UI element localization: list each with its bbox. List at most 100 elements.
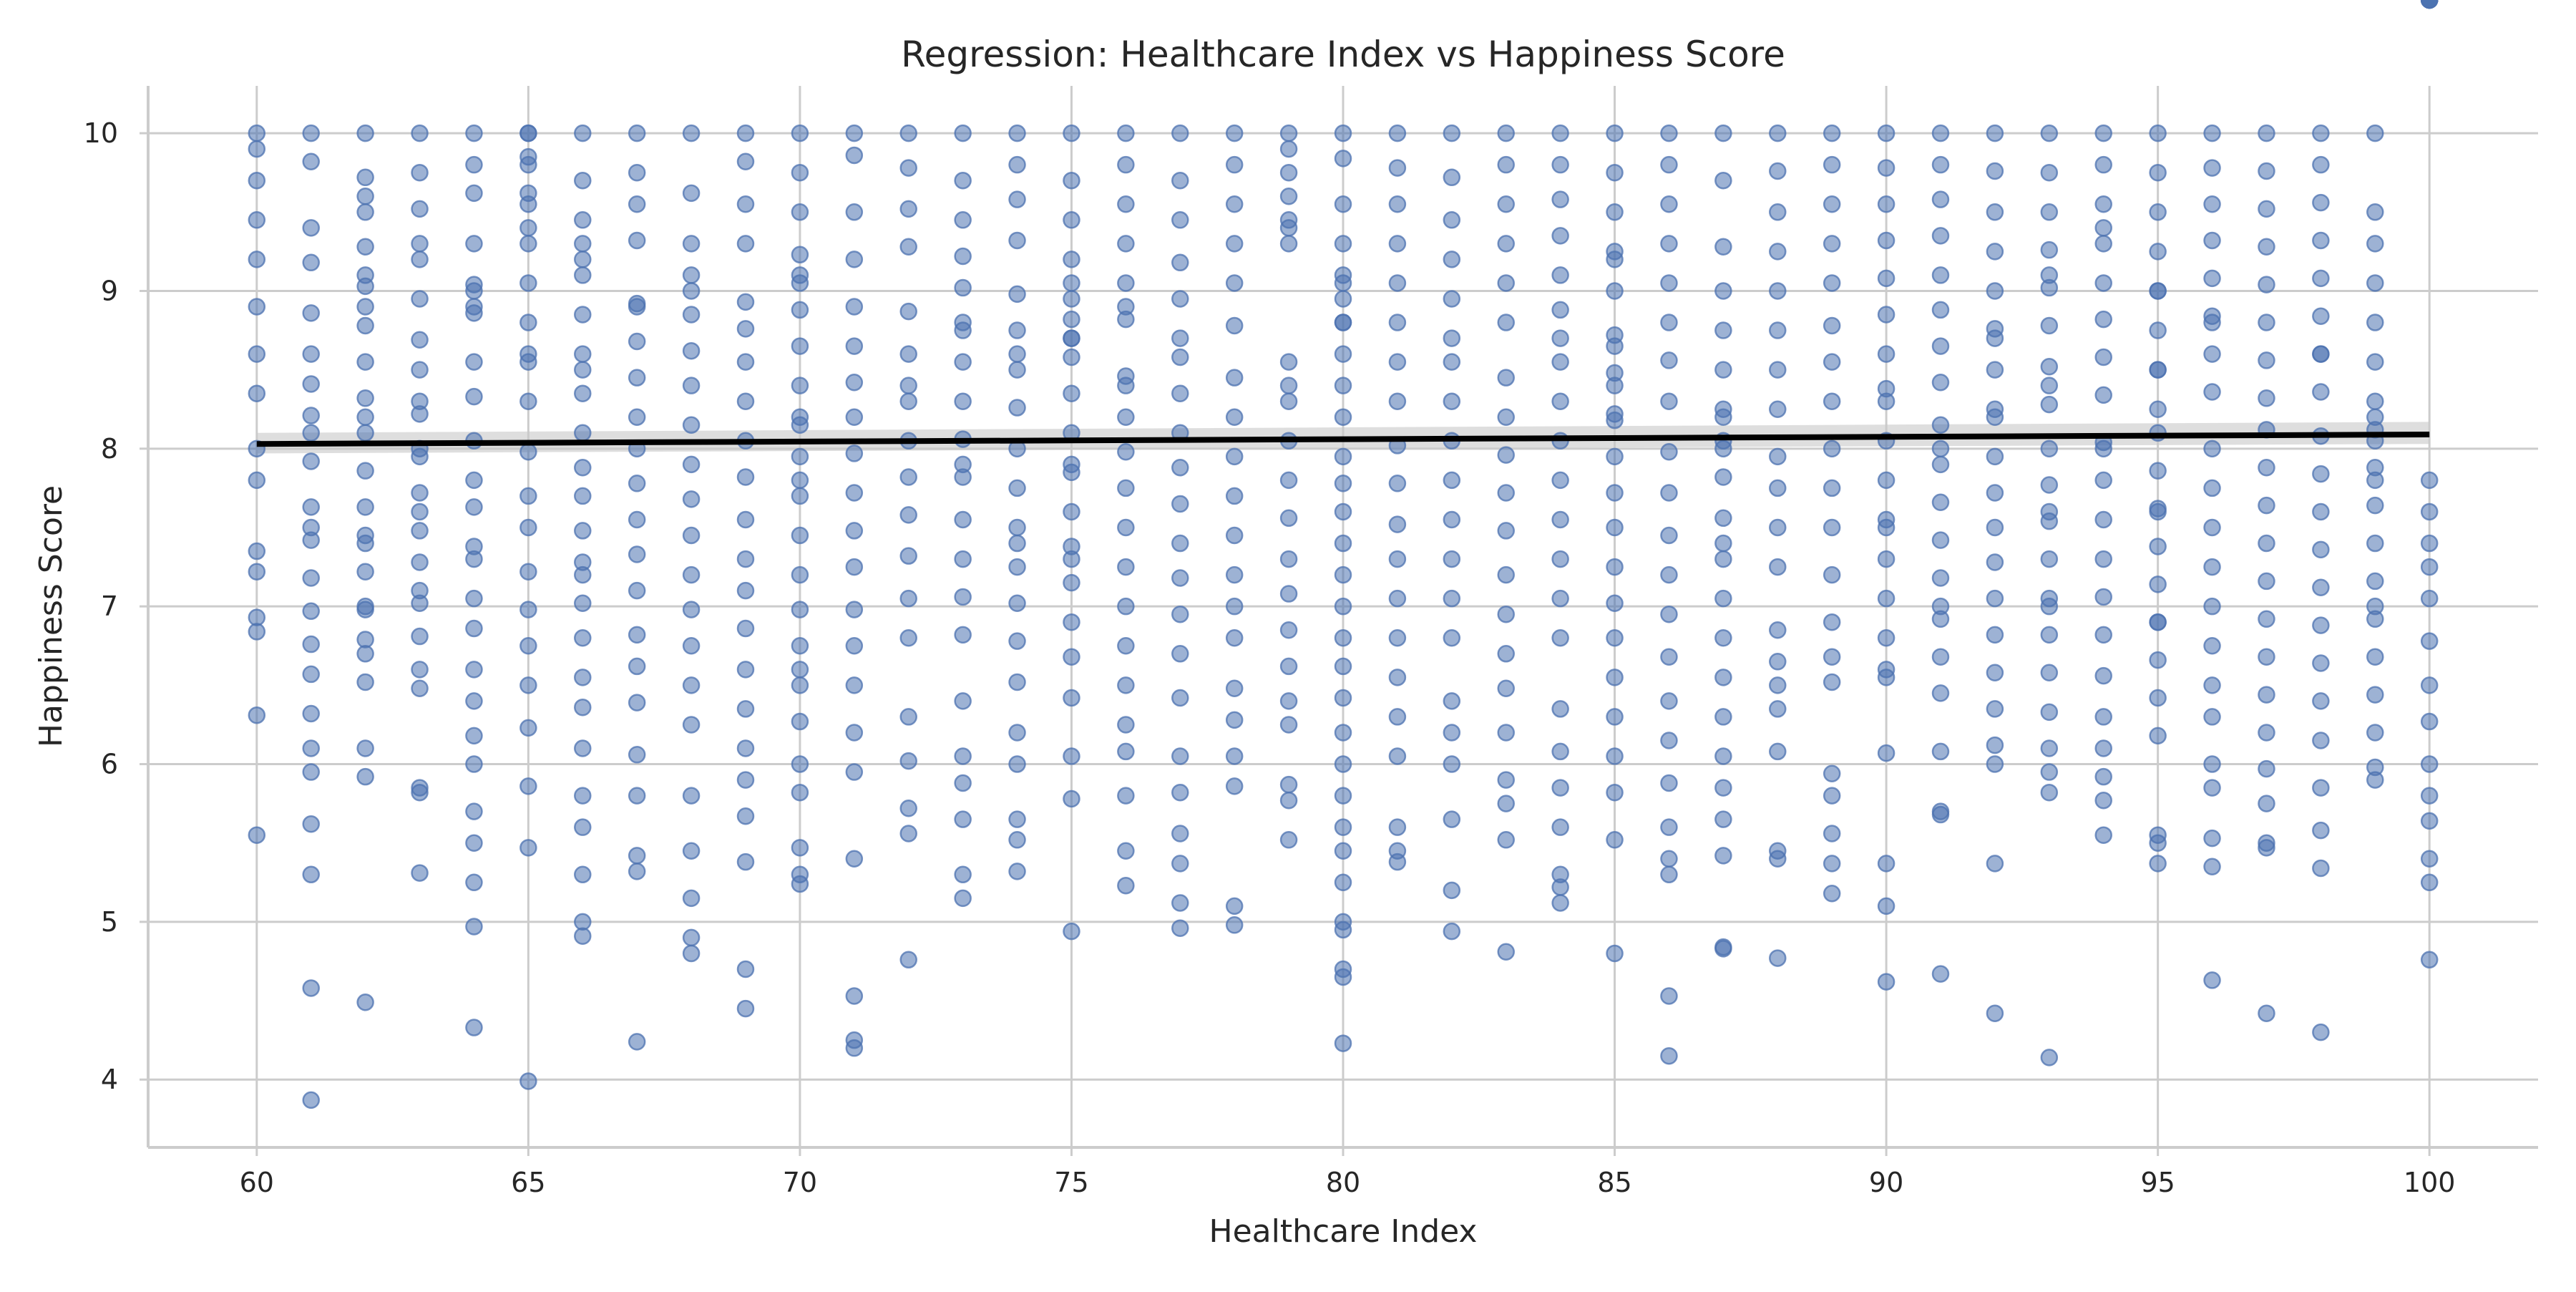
data-point: [1769, 282, 1787, 300]
data-point: [954, 455, 972, 474]
data-point: [1769, 400, 1787, 418]
data-point: [1443, 510, 1461, 529]
data-point: [954, 247, 972, 266]
data-point: [1008, 558, 1026, 576]
data-point: [1714, 321, 1732, 339]
data-point: [1660, 442, 1678, 461]
x-tick-label: 75: [1054, 1167, 1088, 1198]
data-point: [2312, 821, 2330, 840]
data-point: [2094, 550, 2112, 568]
data-point: [519, 637, 537, 655]
data-point: [1117, 597, 1135, 616]
data-point: [682, 928, 701, 947]
data-point: [1877, 661, 1896, 679]
data-point: [1117, 310, 1135, 329]
chart-title: Regression: Healthcare Index vs Happines…: [901, 34, 1785, 75]
data-point: [628, 1033, 646, 1051]
data-point: [1823, 787, 1841, 805]
data-point: [1443, 550, 1461, 568]
data-point: [1497, 679, 1515, 698]
data-point: [1497, 235, 1515, 253]
data-point: [845, 124, 864, 142]
data-point: [1931, 155, 1950, 174]
data-point: [1334, 447, 1352, 466]
data-point: [1279, 509, 1298, 528]
data-point: [954, 353, 972, 371]
data-point: [2312, 859, 2330, 878]
data-point: [2040, 703, 2059, 722]
data-point: [791, 487, 809, 505]
data-point: [1986, 162, 2004, 180]
data-point: [1931, 266, 1950, 284]
data-point: [1171, 124, 1189, 142]
data-point: [302, 979, 320, 997]
data-point: [1606, 669, 1624, 686]
data-point: [1117, 558, 1135, 576]
data-point: [411, 679, 429, 698]
data-point: [1334, 1034, 1352, 1052]
x-tick-label: 90: [1869, 1167, 1903, 1198]
data-point: [1606, 708, 1624, 726]
data-point: [1171, 569, 1189, 587]
data-point: [2149, 834, 2167, 852]
data-point: [411, 864, 429, 882]
data-point: [1063, 689, 1080, 707]
data-point: [1877, 471, 1896, 490]
data-point: [1388, 550, 1407, 568]
data-point: [302, 569, 320, 587]
data-point: [1388, 589, 1407, 608]
data-point: [1171, 253, 1189, 272]
data-point: [356, 498, 374, 516]
data-point: [1931, 416, 1950, 434]
data-point: [1279, 692, 1298, 710]
data-point: [465, 184, 483, 203]
data-point: [1497, 943, 1515, 961]
data-point: [302, 407, 320, 424]
data-point: [1171, 459, 1189, 477]
data-point: [1117, 637, 1135, 655]
data-point: [411, 361, 429, 379]
data-point: [628, 626, 646, 644]
data-point: [1660, 605, 1678, 623]
data-point: [2258, 276, 2275, 293]
data-point: [1171, 919, 1189, 937]
data-point: [1117, 124, 1135, 142]
data-point: [1008, 831, 1026, 849]
data-point: [2258, 686, 2275, 704]
data-point: [682, 455, 701, 474]
data-point: [2366, 203, 2384, 221]
data-point: [1986, 518, 2004, 537]
data-point: [1877, 897, 1896, 915]
data-point: [682, 716, 701, 734]
data-point: [2420, 712, 2439, 731]
data-point: [1986, 736, 2004, 754]
data-point: [2366, 274, 2384, 292]
data-point: [628, 545, 646, 563]
data-point: [356, 673, 374, 691]
data-point: [1443, 168, 1461, 187]
data-point: [1388, 195, 1407, 213]
data-point: [1388, 124, 1407, 142]
data-point: [2312, 654, 2330, 672]
data-point: [2203, 195, 2221, 213]
x-tick-label: 95: [2140, 1167, 2175, 1198]
data-point: [1606, 282, 1624, 300]
data-point: [356, 534, 374, 553]
data-point: [2094, 510, 2112, 529]
data-point: [954, 747, 972, 765]
data-point: [2149, 538, 2167, 555]
data-point: [954, 588, 972, 606]
data-point: [465, 498, 483, 516]
data-point: [682, 565, 701, 584]
data-point: [248, 140, 266, 158]
data-point: [791, 637, 809, 655]
data-point: [2312, 269, 2330, 288]
data-point: [1171, 384, 1189, 402]
data-point: [2258, 1004, 2275, 1022]
data-point: [1334, 314, 1352, 331]
data-point: [2312, 155, 2330, 174]
data-point: [1931, 597, 1950, 616]
data-point: [736, 581, 755, 600]
x-tick-label: 80: [1326, 1167, 1360, 1198]
data-point: [248, 471, 266, 490]
